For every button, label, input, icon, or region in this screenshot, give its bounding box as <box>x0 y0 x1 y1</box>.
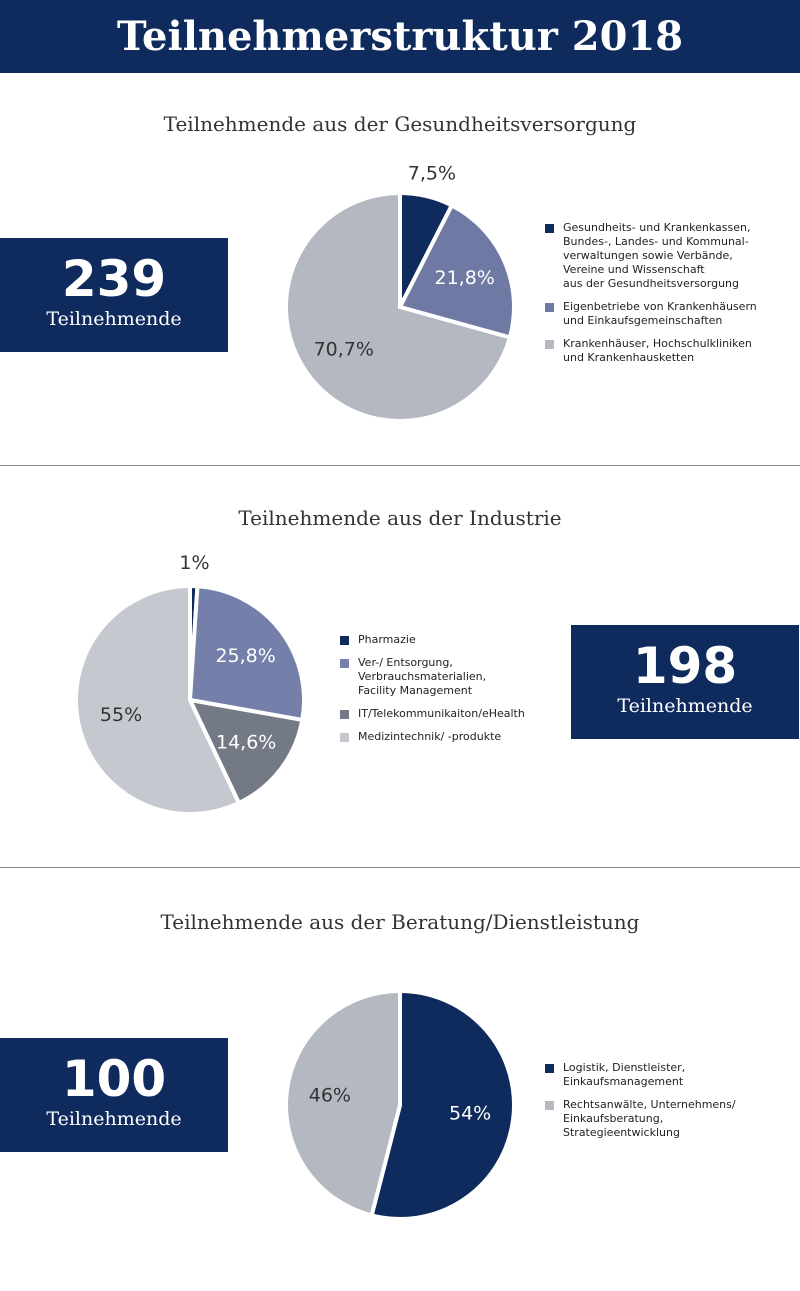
value-label: 54% <box>449 1102 491 1124</box>
legend-item: Pharmazie <box>340 633 525 647</box>
pie-slice <box>74 583 242 816</box>
separator <box>0 465 800 466</box>
legend-swatch <box>545 1101 554 1110</box>
legend-swatch <box>340 710 349 719</box>
legend-label: Medizintechnik/ -produkte <box>358 730 502 743</box>
value-label: 14,6% <box>216 731 276 753</box>
legend-item: Ver-/ Entsorgung, Verbrauchsmaterialien,… <box>340 656 525 698</box>
chart-title: Teilnehmende aus der Gesundheitsversorgu… <box>163 112 637 136</box>
pie-slice <box>369 988 516 1221</box>
count-box: 198 Teilnehmende <box>571 625 799 739</box>
legend-swatch <box>545 303 554 312</box>
legend-label: IT/Telekommunikaiton/eHealth <box>358 707 525 720</box>
value-label: 46% <box>309 1085 351 1107</box>
legend-swatch <box>545 1064 554 1073</box>
legend-label: Krankenhäuser, Hochschulkliniken und Kra… <box>563 337 752 364</box>
pie-slice <box>186 697 305 806</box>
count: 239 <box>61 250 167 308</box>
value-label: 21,8% <box>435 267 495 289</box>
legend: Gesundheits- und Krankenkassen, Bundes-,… <box>545 221 757 374</box>
pie-slice <box>397 202 516 340</box>
legend-label: Ver-/ Entsorgung, Verbrauchsmaterialien,… <box>358 656 487 697</box>
count: 100 <box>61 1050 167 1108</box>
legend-label: Eigenbetriebe von Krankenhäusern und Ein… <box>563 300 757 327</box>
count-label: Teilnehmende <box>617 695 753 717</box>
legend-swatch <box>340 636 349 645</box>
count-label: Teilnehmende <box>46 308 182 330</box>
legend-label: Pharmazie <box>358 633 416 646</box>
chart-title: Teilnehmende aus der Industrie <box>238 506 562 530</box>
pie-slice <box>187 584 306 723</box>
legend-item: Rechtsanwälte, Unternehmens/ Einkaufsber… <box>545 1098 736 1140</box>
count-box: 239 Teilnehmende <box>0 238 228 352</box>
legend-item: Logistik, Dienstleister, Einkaufsmanagem… <box>545 1061 736 1089</box>
legend-label: Rechtsanwälte, Unternehmens/ Einkaufsber… <box>563 1098 736 1139</box>
legend-swatch <box>340 659 349 668</box>
legend-swatch <box>545 340 554 349</box>
legend-swatch <box>340 733 349 742</box>
legend-item: Eigenbetriebe von Krankenhäusern und Ein… <box>545 300 757 328</box>
legend: Pharmazie Ver-/ Entsorgung, Verbrauchsmat… <box>340 633 525 753</box>
count-box: 100 Teilnehmende <box>0 1038 228 1152</box>
pie-slice <box>284 988 402 1218</box>
legend-item: Krankenhäuser, Hochschulkliniken und Kra… <box>545 337 757 365</box>
legend: Logistik, Dienstleister, Einkaufsmanagem… <box>545 1061 736 1149</box>
count-label: Teilnehmende <box>46 1108 182 1130</box>
value-label: 25,8% <box>215 645 275 667</box>
legend-swatch <box>545 224 554 233</box>
pie-slice <box>284 190 513 423</box>
legend-item: IT/Telekommunikaiton/eHealth <box>340 707 525 721</box>
chart-title: Teilnehmende aus der Beratung/Dienstleis… <box>160 910 640 934</box>
legend-label: Gesundheits- und Krankenkassen, Bundes-,… <box>563 221 751 290</box>
legend-item: Gesundheits- und Krankenkassen, Bundes-,… <box>545 221 757 291</box>
value-label: 1% <box>179 552 209 574</box>
value-label: 70,7% <box>314 338 374 360</box>
legend-label: Logistik, Dienstleister, Einkaufsmanagem… <box>563 1061 686 1088</box>
value-label: 55% <box>100 704 142 726</box>
page-title: Teilnehmerstruktur 2018 <box>0 0 800 73</box>
legend-item: Medizintechnik/ -produkte <box>340 730 525 744</box>
count: 198 <box>632 637 738 695</box>
separator <box>0 867 800 868</box>
value-label: 7,5% <box>408 162 456 184</box>
